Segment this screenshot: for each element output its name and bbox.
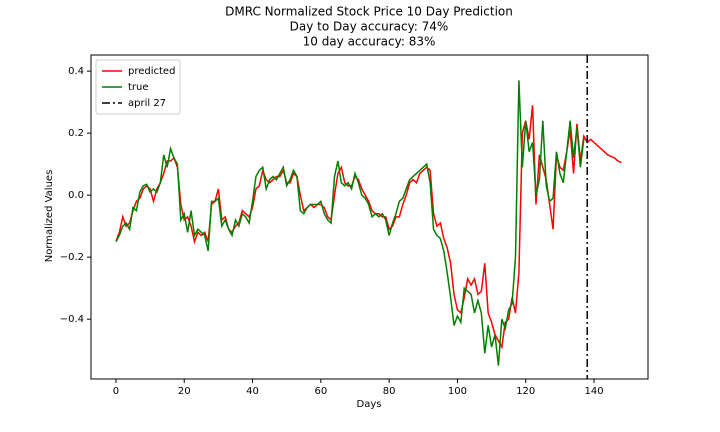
legend: predicted true april 27: [95, 59, 181, 115]
legend-label: april 27: [128, 98, 166, 109]
x-tick-label: 140: [584, 386, 603, 397]
legend-label: true: [128, 82, 149, 93]
y-tick-label: 0.0: [68, 190, 84, 201]
y-tick-label: 0.4: [68, 66, 84, 77]
y-axis-label: Normalized Values: [44, 170, 55, 263]
x-tick-label: 80: [383, 386, 396, 397]
x-tick-label: 0: [113, 386, 119, 397]
data-line: [115, 105, 622, 350]
x-tick-label: 100: [448, 386, 467, 397]
x-tick-label: 120: [516, 386, 535, 397]
x-tick-label: 40: [246, 386, 259, 397]
x-tick-label: 20: [178, 386, 191, 397]
chart-subtitle: 10 day accuracy: 83%: [303, 35, 436, 49]
data-line: [115, 80, 585, 366]
y-tick-label: −0.4: [60, 314, 84, 325]
x-axis-label: Days: [357, 399, 382, 410]
legend-box: [95, 59, 181, 115]
chart-subtitle: Day to Day accuracy: 74%: [290, 20, 449, 34]
chart-title: DMRC Normalized Stock Price 10 Day Predi…: [225, 5, 513, 19]
plot-frame: [90, 54, 649, 380]
y-tick-label: −0.2: [60, 252, 84, 263]
legend-label: predicted: [128, 66, 175, 77]
x-tick-label: 60: [314, 386, 327, 397]
y-tick-label: 0.2: [68, 128, 84, 139]
